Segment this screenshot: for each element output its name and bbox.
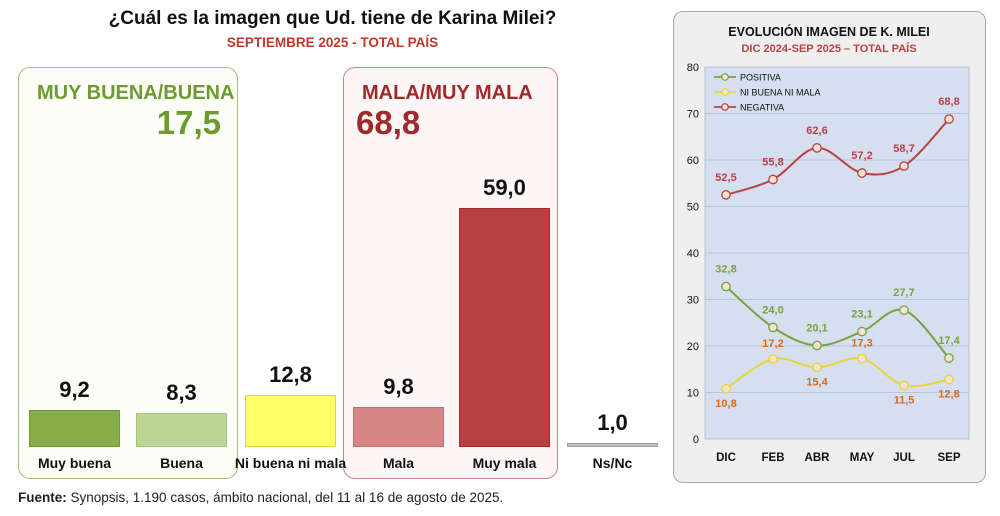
- data-label: 20,1: [806, 323, 827, 335]
- legend-marker: [721, 103, 729, 111]
- bar-value-label: 12,8: [269, 362, 312, 388]
- bar-ns-nc: [567, 442, 658, 447]
- data-point: [899, 161, 909, 171]
- positive-group-value: 17,5: [156, 104, 221, 141]
- bar-category-label: Ns/Nc: [592, 455, 633, 471]
- data-point: [899, 380, 909, 391]
- data-point: [721, 281, 731, 292]
- y-tick-label: 20: [687, 341, 699, 353]
- data-label: 68,8: [938, 96, 959, 108]
- positive-group-label: MUY BUENA/BUENA: [37, 82, 235, 104]
- x-tick-label: SEP: [937, 452, 960, 464]
- data-point: [857, 168, 867, 178]
- line-chart-title: EVOLUCIÓN IMAGEN DE K. MILEI: [728, 24, 929, 39]
- data-point: [721, 190, 731, 200]
- data-label: 32,8: [715, 263, 736, 275]
- data-label: 15,4: [806, 376, 828, 388]
- bar-category-label: Ni buena ni mala: [234, 455, 347, 471]
- data-point: [768, 322, 778, 333]
- data-label: 10,8: [715, 398, 736, 410]
- bar-category-label: Buena: [160, 455, 203, 471]
- y-tick-label: 0: [693, 434, 699, 446]
- x-tick-label: FEB: [762, 452, 785, 464]
- bar-muy-buena: [29, 409, 120, 447]
- data-label: 62,6: [806, 125, 827, 137]
- data-point: [944, 353, 954, 363]
- data-label: 27,7: [893, 287, 914, 299]
- bar-value-label: 1,0: [597, 409, 628, 435]
- bar-value-label: 59,0: [483, 175, 526, 201]
- chart-subtitle: SEPTIEMBRE 2025 - TOTAL PAÍS: [226, 35, 439, 50]
- legend-label: POSITIVA: [740, 73, 781, 83]
- y-tick-label: 80: [687, 62, 699, 74]
- line-chart: EVOLUCIÓN IMAGEN DE K. MILEI DIC 2024-SEP…: [687, 24, 970, 464]
- data-point: [768, 174, 778, 185]
- y-tick-label: 40: [687, 248, 699, 260]
- data-label: 58,7: [893, 143, 914, 155]
- data-label: 55,8: [762, 157, 783, 169]
- data-label: 17,3: [851, 338, 872, 350]
- data-point: [812, 340, 822, 351]
- data-point: [944, 114, 954, 124]
- y-tick-label: 30: [687, 295, 699, 307]
- data-point: [768, 354, 778, 364]
- line-chart-panel: EVOLUCIÓN IMAGEN DE K. MILEI DIC 2024-SEP…: [673, 11, 986, 483]
- source-note: Fuente: Synopsis, 1.190 casos, ámbito na…: [18, 490, 503, 505]
- legend-marker: [721, 73, 729, 81]
- data-label: 24,0: [762, 304, 783, 316]
- bar-muy-mala: [459, 208, 550, 447]
- legend-label: NI BUENA NI MALA: [740, 88, 821, 98]
- bar-category-label: Mala: [382, 455, 415, 471]
- source-label: Fuente:: [18, 490, 67, 505]
- y-tick-label: 60: [687, 155, 699, 167]
- chart-title: ¿Cuál es la imagen que Ud. tiene de Kari…: [108, 8, 557, 29]
- data-point: [857, 326, 867, 337]
- bar-ni-buena-ni-mala: [245, 395, 336, 447]
- data-point: [812, 362, 822, 373]
- data-label: 57,2: [851, 150, 872, 162]
- bar-mala: [353, 407, 444, 447]
- x-tick-label: MAY: [850, 452, 875, 464]
- data-label: 17,4: [938, 335, 960, 347]
- line-chart-subtitle: DIC 2024-SEP 2025 – TOTAL PAÍS: [741, 42, 916, 55]
- x-tick-label: DIC: [716, 452, 736, 464]
- source-text: Synopsis, 1.190 casos, ámbito nacional, …: [66, 490, 504, 505]
- bar-category-label: Muy mala: [472, 455, 537, 471]
- legend-label: NEGATIVA: [740, 103, 784, 113]
- x-tick-label: ABR: [805, 452, 831, 464]
- bar-value-label: 8,3: [166, 380, 197, 406]
- y-tick-label: 70: [687, 109, 699, 121]
- negative-group-value: 68,8: [356, 104, 421, 141]
- data-point: [812, 143, 822, 153]
- data-label: 52,5: [715, 172, 736, 184]
- legend-marker: [721, 88, 729, 96]
- data-label: 11,5: [894, 395, 915, 407]
- data-label: 23,1: [851, 309, 872, 321]
- data-label: 17,2: [762, 338, 783, 350]
- data-point: [721, 383, 731, 394]
- data-point: [944, 374, 954, 385]
- bar-buena: [136, 413, 227, 447]
- x-tick-label: JUL: [893, 452, 915, 464]
- y-tick-label: 50: [687, 202, 699, 214]
- bar-value-label: 9,8: [383, 374, 414, 400]
- data-point: [899, 305, 909, 316]
- negative-group-label: MALA/MUY MALA: [362, 82, 533, 104]
- bar-category-label: Muy buena: [37, 455, 112, 471]
- bar-value-label: 9,2: [59, 376, 90, 402]
- data-label: 12,8: [938, 388, 959, 400]
- y-tick-label: 10: [687, 388, 699, 400]
- data-point: [857, 353, 867, 364]
